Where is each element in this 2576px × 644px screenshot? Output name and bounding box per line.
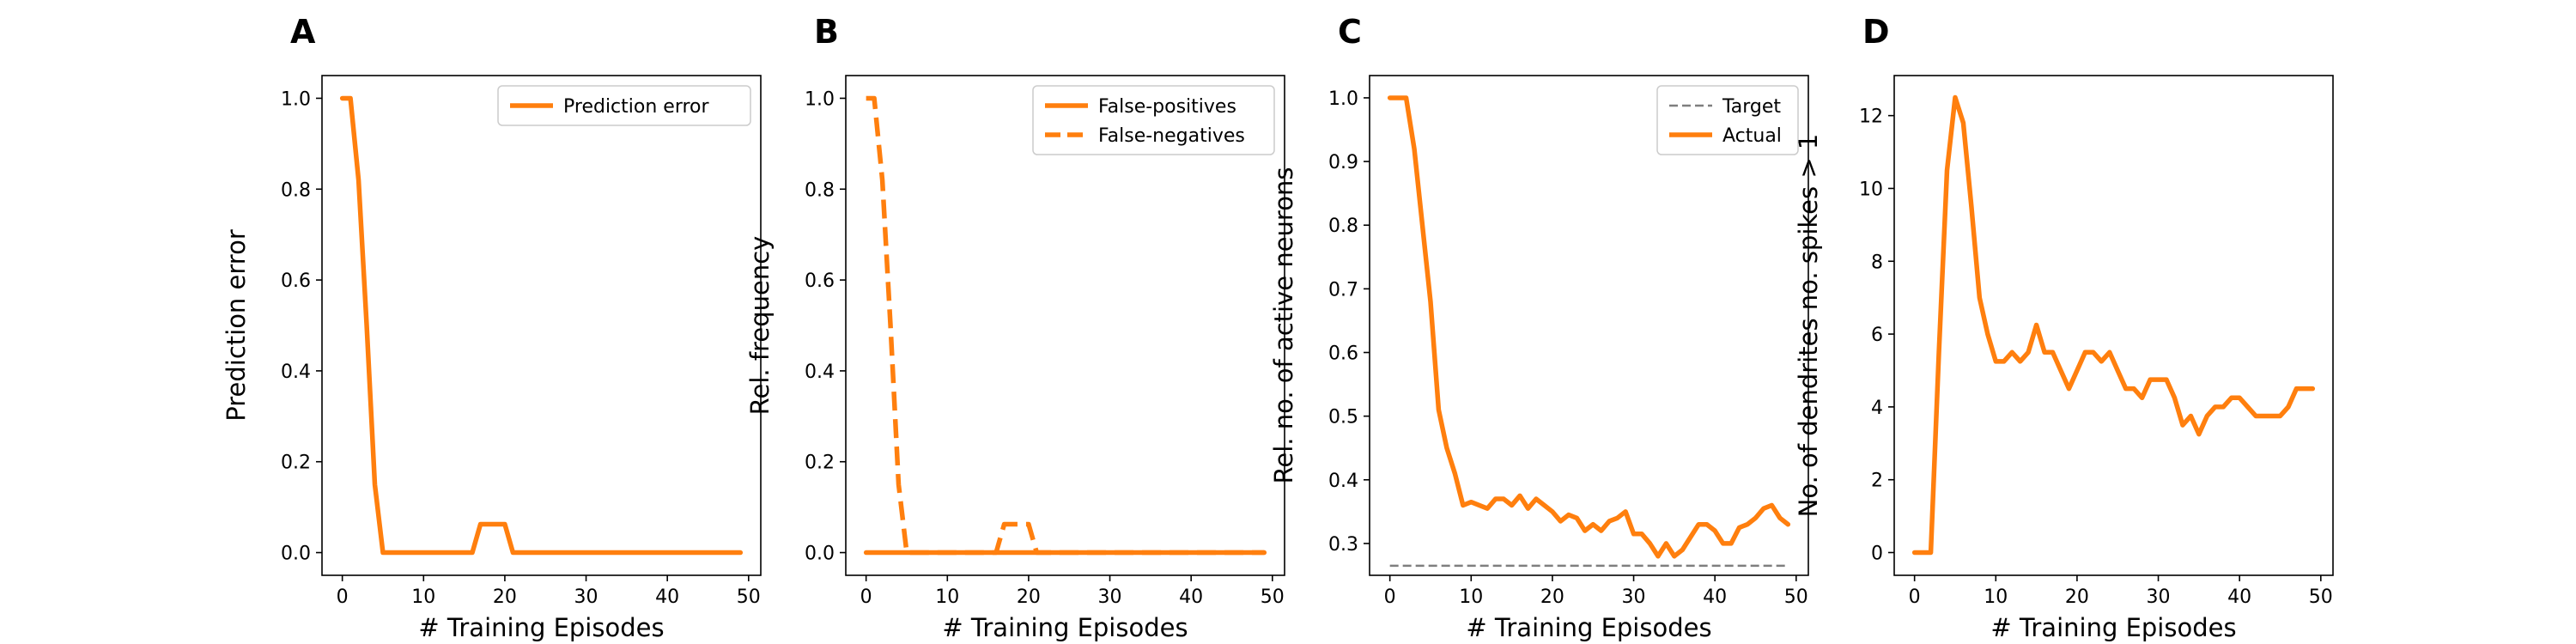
panel-letter: B bbox=[814, 13, 839, 51]
y-tick-label: 0.5 bbox=[1328, 407, 1358, 428]
y-tick-label: 0.8 bbox=[805, 179, 835, 201]
y-tick-label: 10 bbox=[1859, 179, 1883, 200]
legend: Prediction error bbox=[497, 85, 751, 126]
y-tick-label: 0.4 bbox=[1328, 471, 1358, 492]
panel-c: C 0 10 20 30 40 50 0.3 0.4 0.5 0.6 0.7 0.8 0.9 1.0 # Tr… bbox=[1269, 13, 1809, 642]
legend-label: Prediction error bbox=[563, 96, 709, 118]
y-tick-label: 1.0 bbox=[281, 88, 311, 110]
x-tick-label: 50 bbox=[2309, 586, 2333, 608]
legend-box bbox=[497, 85, 751, 126]
x-tick-label: 20 bbox=[1017, 586, 1041, 608]
panel-letter: A bbox=[290, 13, 316, 51]
x-tick-label: 20 bbox=[2065, 586, 2089, 608]
y-tick-label: 0.8 bbox=[1328, 216, 1358, 237]
y-axis-label: No. of dendrites no. spikes > 1 bbox=[1794, 134, 1823, 518]
legend-label: False-positives bbox=[1098, 96, 1236, 118]
x-tick-label: 0 bbox=[860, 586, 872, 608]
panel-b: B 0 10 20 30 40 50 0.0 0.2 0.4 0.6 0.8 1.0 # Training… bbox=[745, 13, 1285, 642]
y-tick-label: 0.6 bbox=[281, 270, 311, 292]
x-tick-label: 50 bbox=[1784, 586, 1808, 608]
legend: False-positives False-negatives bbox=[1032, 85, 1275, 155]
x-tick-label: 40 bbox=[1703, 586, 1727, 608]
y-tick-label: 4 bbox=[1871, 398, 1883, 419]
x-tick-label: 10 bbox=[411, 586, 435, 608]
y-tick-label: 2 bbox=[1871, 471, 1883, 492]
panel-letter: D bbox=[1862, 13, 1890, 51]
legend-label: Actual bbox=[1722, 125, 1782, 147]
y-tick-label: 0.4 bbox=[281, 361, 311, 383]
axes-frame bbox=[1369, 75, 1809, 576]
y-tick-label: 0 bbox=[1871, 543, 1883, 564]
y-tick-label: 0.2 bbox=[805, 453, 835, 474]
x-tick-label: 0 bbox=[1909, 586, 1921, 608]
x-tick-label: 40 bbox=[1179, 586, 1203, 608]
y-tick-label: 1.0 bbox=[1328, 88, 1358, 110]
x-tick-label: 40 bbox=[2227, 586, 2251, 608]
x-axis-label: # Training Episodes bbox=[1990, 613, 2236, 642]
x-tick-label: 30 bbox=[574, 586, 598, 608]
axes-frame bbox=[1893, 75, 2334, 576]
legend: Target Actual bbox=[1656, 85, 1799, 155]
series-line-false-negatives bbox=[866, 95, 1265, 556]
y-axis-label: Rel. frequency bbox=[745, 236, 775, 416]
panel-letter: C bbox=[1338, 13, 1362, 51]
y-tick-label: 0.7 bbox=[1328, 279, 1358, 301]
x-tick-label: 10 bbox=[1459, 586, 1483, 608]
y-tick-label: 0.3 bbox=[1328, 534, 1358, 556]
y-tick-label: 0.6 bbox=[1328, 343, 1358, 365]
y-tick-label: 6 bbox=[1871, 325, 1883, 346]
axes-frame bbox=[321, 75, 762, 576]
x-tick-label: 30 bbox=[2147, 586, 2171, 608]
y-axis-label: Rel. no. of active neurons bbox=[1269, 167, 1298, 484]
y-tick-label: 8 bbox=[1871, 252, 1883, 273]
x-tick-label: 0 bbox=[337, 586, 349, 608]
y-tick-label: 1.0 bbox=[805, 88, 835, 110]
series-line-actual bbox=[1387, 95, 1791, 559]
y-tick-label: 0.2 bbox=[281, 453, 311, 474]
legend-box bbox=[1032, 85, 1275, 155]
x-tick-label: 30 bbox=[1098, 586, 1122, 608]
x-tick-label: 30 bbox=[1622, 586, 1646, 608]
x-tick-label: 50 bbox=[1261, 586, 1285, 608]
x-tick-label: 20 bbox=[1540, 586, 1564, 608]
y-tick-label: 12 bbox=[1859, 106, 1883, 128]
panel-d: D 0 10 20 30 40 50 0 2 4 6 8 10 12 # Training Episodes… bbox=[1794, 13, 2334, 642]
y-tick-label: 0.4 bbox=[805, 361, 835, 383]
x-tick-label: 10 bbox=[1984, 586, 2008, 608]
legend-label: Target bbox=[1722, 96, 1781, 118]
x-tick-label: 20 bbox=[493, 586, 517, 608]
y-tick-label: 0.8 bbox=[281, 179, 311, 201]
x-tick-label: 0 bbox=[1384, 586, 1396, 608]
axes-frame bbox=[845, 75, 1285, 576]
y-tick-label: 0.0 bbox=[805, 544, 835, 565]
x-axis-label: # Training Episodes bbox=[942, 613, 1188, 642]
x-tick-label: 10 bbox=[935, 586, 959, 608]
y-axis-label: Prediction error bbox=[222, 229, 251, 422]
x-tick-label: 40 bbox=[655, 586, 679, 608]
series-line-series-0 bbox=[1911, 94, 2316, 556]
series-line-prediction-error bbox=[339, 95, 744, 556]
y-tick-label: 0.9 bbox=[1328, 152, 1358, 173]
y-tick-label: 0.0 bbox=[281, 544, 311, 565]
panel-a: A 0 10 20 30 40 50 0.0 0.2 0.4 0.6 0.8 1.0 # Training… bbox=[222, 13, 762, 642]
x-axis-label: # Training Episodes bbox=[1466, 613, 1711, 642]
x-tick-label: 50 bbox=[737, 586, 761, 608]
legend-box bbox=[1656, 85, 1799, 155]
y-tick-label: 0.6 bbox=[805, 270, 835, 292]
legend-label: False-negatives bbox=[1098, 125, 1245, 147]
x-axis-label: # Training Episodes bbox=[418, 613, 664, 642]
